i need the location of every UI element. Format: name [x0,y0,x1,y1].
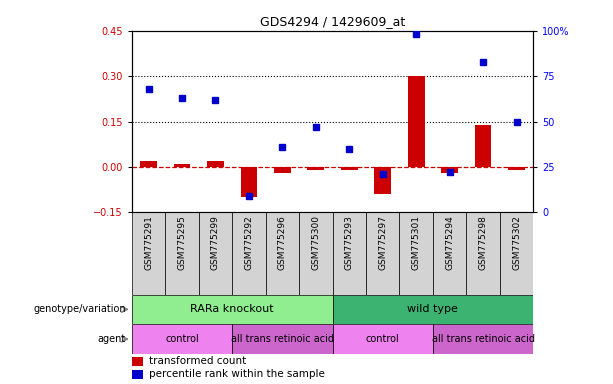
Text: GSM775296: GSM775296 [278,215,287,270]
Bar [308,167,324,170]
Bar [132,212,166,295]
Bar [508,167,525,170]
Text: GSM775291: GSM775291 [144,215,153,270]
Bar [140,161,157,167]
Bar [166,212,199,295]
Text: RARa knockout: RARa knockout [191,305,274,314]
Bar [500,212,533,295]
Text: percentile rank within the sample: percentile rank within the sample [149,369,325,379]
Text: GSM775294: GSM775294 [445,215,454,270]
Text: all trans retinoic acid: all trans retinoic acid [231,334,334,344]
Bar [400,212,433,295]
Bar [332,324,433,354]
Bar [240,167,257,197]
Bar [173,164,191,167]
Bar [474,124,492,167]
Text: control: control [366,334,400,344]
Text: GSM775292: GSM775292 [245,215,253,270]
Bar [199,212,232,295]
Text: GSM775302: GSM775302 [512,215,521,270]
Text: GSM775298: GSM775298 [479,215,487,270]
Bar [207,161,224,167]
Bar [232,324,332,354]
Text: wild type: wild type [408,305,459,314]
Bar [341,167,357,170]
Text: genotype/variation: genotype/variation [33,305,126,314]
Text: GSM775301: GSM775301 [412,215,421,270]
Text: transformed count: transformed count [149,356,246,366]
Bar [265,212,299,295]
Bar [332,295,533,324]
Text: all trans retinoic acid: all trans retinoic acid [432,334,535,344]
Bar [299,212,332,295]
Bar [433,324,533,354]
Bar [232,212,265,295]
Bar [132,324,232,354]
Text: GSM775297: GSM775297 [378,215,387,270]
Bar [433,212,466,295]
Text: agent: agent [97,334,126,344]
Bar [274,167,291,173]
Bar [375,167,391,194]
Bar [466,212,500,295]
Bar [132,370,143,379]
Bar [408,76,425,167]
Bar [332,212,366,295]
Bar [366,212,400,295]
Title: GDS4294 / 1429609_at: GDS4294 / 1429609_at [260,15,405,28]
Text: GSM775293: GSM775293 [345,215,354,270]
Text: GSM775299: GSM775299 [211,215,220,270]
Bar [132,295,332,324]
Text: GSM775295: GSM775295 [178,215,186,270]
Text: GSM775300: GSM775300 [311,215,321,270]
Bar [132,357,143,366]
Text: control: control [165,334,199,344]
Bar [441,167,458,173]
